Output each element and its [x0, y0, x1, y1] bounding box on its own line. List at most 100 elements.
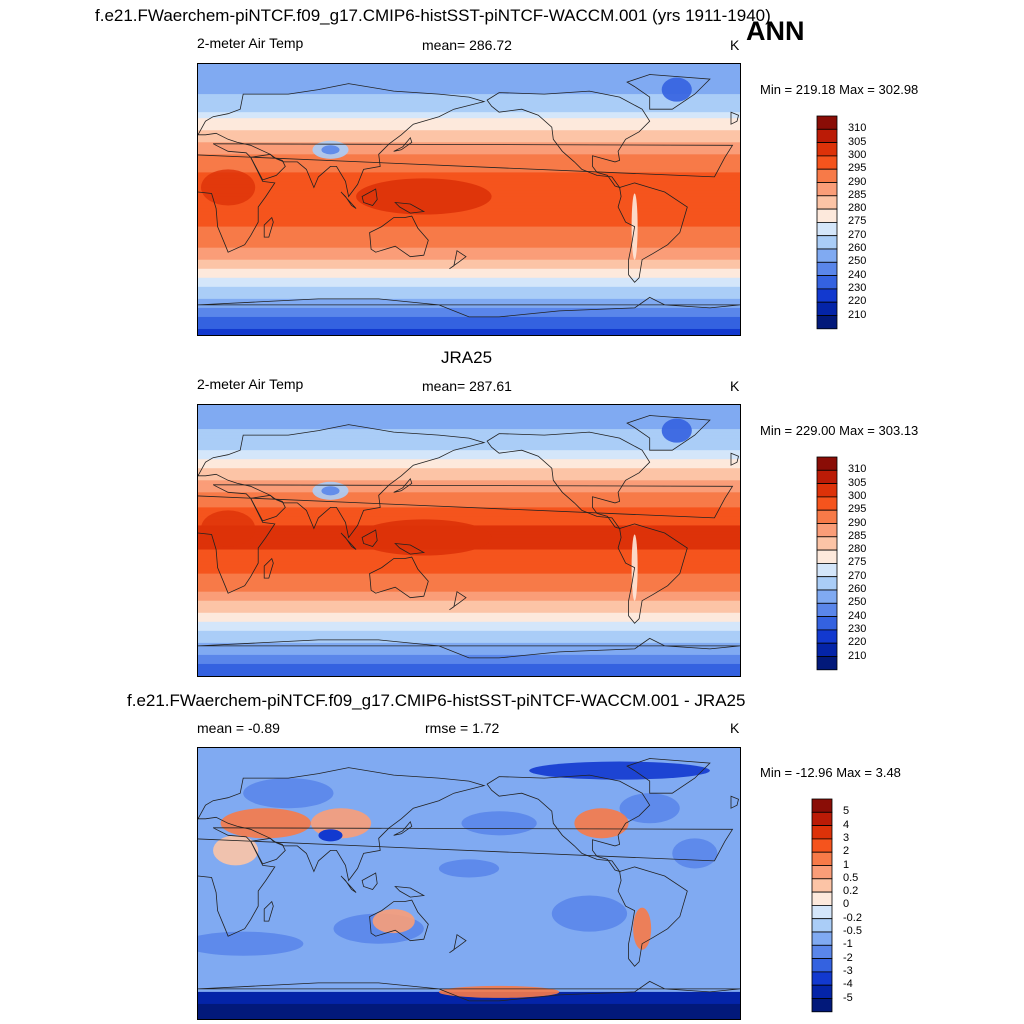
coastline — [730, 795, 739, 809]
temperature-band — [198, 259, 740, 264]
panel3-minmax: Min = -12.96 Max = 3.48 — [760, 765, 901, 780]
colorbar-swatch — [816, 456, 838, 471]
tibet-core-region — [321, 145, 340, 155]
temperature-band — [198, 208, 740, 213]
coastline — [393, 820, 413, 836]
panel2-minmax: Min = 229.00 Max = 303.13 — [760, 423, 919, 438]
temperature-band — [198, 630, 740, 635]
colorbar-tick-label: 260 — [848, 242, 867, 254]
colorbar-tick-label: 240 — [848, 268, 867, 281]
temperature-band — [198, 133, 740, 137]
temperature-band — [198, 307, 740, 312]
coastline — [263, 216, 274, 238]
temperature-band — [198, 100, 740, 104]
colorbar-swatch — [811, 865, 833, 880]
colorbar-swatch — [816, 182, 838, 197]
temperature-band — [198, 139, 740, 143]
temperature-band — [198, 513, 740, 518]
temperature-band — [198, 669, 740, 674]
colorbar-swatch — [816, 195, 838, 210]
temperature-band — [198, 486, 740, 490]
temperature-band — [198, 606, 740, 611]
africa-warm-region — [201, 169, 256, 206]
temperature-band — [198, 666, 740, 671]
temperature-band — [198, 552, 740, 557]
colorbar-swatch — [816, 642, 838, 657]
diff-cool-patch — [461, 811, 537, 836]
colorbar-tick-label: 285 — [848, 529, 867, 542]
colorbar-tick-label: -5 — [843, 991, 853, 1004]
coastline — [361, 529, 378, 547]
difference-map-svg — [198, 748, 740, 1019]
temperature-band — [198, 468, 740, 472]
coastline — [449, 591, 467, 611]
temperature-band — [198, 474, 740, 478]
temperature-band — [198, 142, 740, 146]
temperature-band — [198, 426, 740, 430]
colorbar-tick-label: 260 — [848, 583, 867, 595]
temperature-band — [198, 145, 740, 149]
colorbar-swatch — [811, 998, 833, 1013]
temperature-band — [198, 136, 740, 140]
temperature-band — [198, 283, 740, 288]
temperature-band — [198, 271, 740, 276]
colorbar-swatch — [816, 549, 838, 564]
temperature-band — [198, 663, 740, 668]
temperature-band — [198, 64, 740, 68]
temperature-band — [198, 82, 740, 86]
diff-warm-patch — [220, 808, 311, 839]
temperature-band — [198, 507, 740, 511]
colorbar-swatch — [811, 798, 833, 813]
temperature-band — [198, 441, 740, 445]
temperature-band — [198, 214, 740, 219]
temperature-band — [198, 280, 740, 285]
colorbar-swatch — [811, 984, 833, 999]
greenland-cold-region — [661, 77, 692, 102]
temperature-band — [198, 573, 740, 578]
temperature-band — [198, 289, 740, 294]
greenland-cold-region — [661, 418, 692, 443]
temperature-band — [198, 130, 740, 134]
temperature-band — [198, 121, 740, 125]
panel1-mean-label: mean= 286.72 — [422, 37, 512, 53]
colorbar-swatch — [816, 602, 838, 618]
temperature-band — [198, 642, 740, 647]
colorbar-swatch — [811, 878, 833, 893]
colorbar-swatch — [816, 616, 838, 631]
temperature-band — [198, 85, 740, 89]
temperature-band — [198, 648, 740, 653]
colorbar-tick-label: 210 — [848, 308, 867, 321]
temperature-band — [198, 561, 740, 566]
coastline — [486, 774, 651, 873]
temperature-band — [198, 453, 740, 457]
temperature-band — [198, 594, 740, 599]
temperature-band — [198, 657, 740, 662]
temperature-band — [198, 322, 740, 327]
temperature-band — [198, 154, 740, 158]
coastline — [486, 90, 651, 189]
coastline — [393, 477, 413, 493]
temperature-band — [198, 411, 740, 415]
temperature-band — [198, 582, 740, 587]
diff-cool-patch — [672, 838, 718, 869]
warm-pool-region — [356, 519, 492, 556]
diff-cool-patch — [198, 931, 304, 956]
season-label: ANN — [746, 16, 805, 46]
temperature-band — [198, 247, 740, 252]
temperature-band — [198, 319, 740, 324]
temperature-band — [198, 301, 740, 306]
colorbar-tick-label: 305 — [848, 476, 867, 489]
coastline — [198, 143, 734, 253]
coastline — [449, 934, 467, 954]
temperature-band — [198, 298, 740, 303]
colorbar-swatch — [816, 168, 838, 183]
temperature-band — [198, 295, 740, 300]
colorbar-swatch — [811, 811, 833, 827]
colorbar-tick-label: 285 — [848, 188, 867, 201]
temperature-band — [198, 148, 740, 152]
temperature-band — [198, 250, 740, 255]
temperature-band — [198, 76, 740, 80]
coastline — [394, 885, 426, 898]
temperature-band — [198, 316, 740, 321]
temperature-band — [198, 456, 740, 460]
